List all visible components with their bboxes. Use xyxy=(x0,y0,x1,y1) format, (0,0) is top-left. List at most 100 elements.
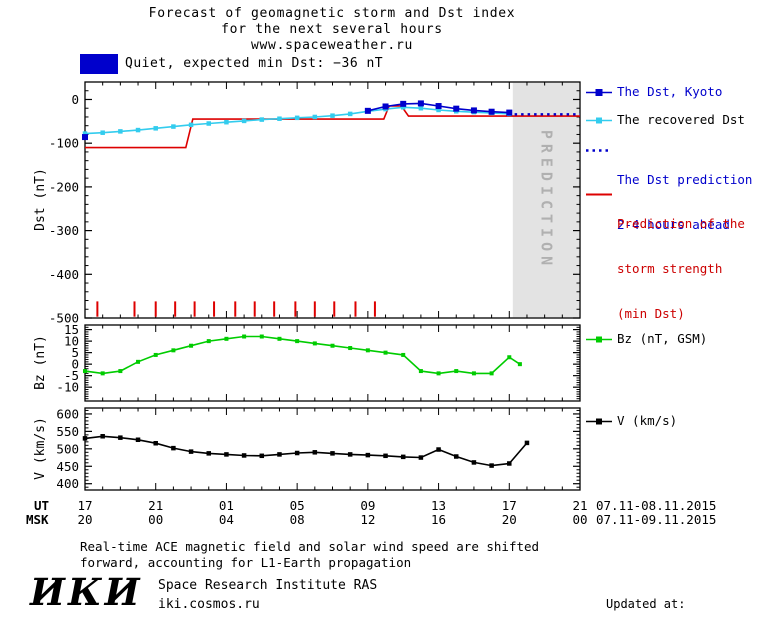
point-v-km-s xyxy=(277,452,282,457)
point-the-recovered-dst xyxy=(347,111,353,117)
x-tick-label: 20 xyxy=(77,512,93,527)
y-tick-label: 0 xyxy=(71,92,79,107)
point-the-recovered-dst xyxy=(418,105,424,111)
y-tick-label: 5 xyxy=(71,345,79,360)
x-tick-label: 21 xyxy=(572,498,588,513)
x-tick-label: 04 xyxy=(218,512,234,527)
point-v-km-s xyxy=(294,450,300,456)
point-bz-nt-gsm xyxy=(206,339,211,344)
legend-dst-kyoto-label: The Dst, Kyoto xyxy=(617,84,723,99)
point-v-km-s xyxy=(507,461,512,466)
point-v-km-s xyxy=(400,454,406,460)
title-website: www.spaceweather.ru xyxy=(250,38,413,53)
point-the-dst-kyoto xyxy=(364,107,371,114)
v-axis-label: V (km/s) xyxy=(32,417,48,480)
x-tick-label: 13 xyxy=(431,498,447,513)
y-tick-label: -400 xyxy=(49,267,79,282)
x-tick-label: 00 xyxy=(572,512,588,527)
y-tick-label: 500 xyxy=(56,441,79,456)
legend-storm-strength: Prediction of the storm strength (min Ds… xyxy=(586,186,745,351)
y-tick-label: -200 xyxy=(49,179,79,194)
point-the-recovered-dst xyxy=(436,107,441,113)
plot-frame xyxy=(84,81,581,319)
point-the-recovered-dst xyxy=(277,116,282,121)
point-v-km-s xyxy=(82,436,88,441)
series-v-km-s xyxy=(84,435,528,467)
legend-bz-label: Bz (nT, GSM) xyxy=(617,331,708,346)
iki-logo: ИКИ xyxy=(30,570,143,614)
point-v-km-s xyxy=(347,452,353,457)
dst-prediction-marker-icon xyxy=(586,149,612,152)
x-tick-label: 17 xyxy=(77,498,93,513)
recovered-dst-marker-icon xyxy=(586,117,612,124)
point-v-km-s xyxy=(524,440,530,446)
y-tick-label: 10 xyxy=(64,334,79,349)
y-tick-label: 15 xyxy=(64,322,79,337)
x-tick-label: 05 xyxy=(289,498,305,513)
point-bz-nt-gsm xyxy=(83,369,87,374)
point-bz-nt-gsm xyxy=(171,348,176,353)
updated-at-block: Updated at: UT 17:04, 08.11.2015 MSK 20:… xyxy=(606,564,758,620)
point-bz-nt-gsm xyxy=(224,336,229,341)
point-the-recovered-dst xyxy=(206,121,211,126)
point-v-km-s xyxy=(206,451,211,456)
point-bz-nt-gsm xyxy=(348,346,353,351)
x-tick-label: 20 xyxy=(501,512,517,527)
storm-status-text: Quiet, expected min Dst: −36 nT xyxy=(125,56,384,71)
msk-date-range: 07.11-09.11.2015 xyxy=(596,512,717,527)
point-bz-nt-gsm xyxy=(383,350,388,355)
series-the-recovered-dst xyxy=(84,106,510,135)
point-the-dst-kyoto xyxy=(488,108,495,115)
footer-note-line2: forward, accounting for L1-Earth propaga… xyxy=(80,555,412,570)
legend-dst-prediction-label: The Dst prediction 2-4 hours ahead xyxy=(617,142,752,262)
y-tick-label: -10 xyxy=(56,380,79,395)
bz-axis-label: Bz (nT) xyxy=(32,335,48,390)
point-v-km-s xyxy=(118,435,123,440)
point-the-recovered-dst xyxy=(171,124,176,129)
point-v-km-s xyxy=(259,453,265,459)
institute-name: Space Research Institute RAS xyxy=(158,578,378,593)
legend-storm-strength-line1: Prediction of the xyxy=(617,216,745,231)
plot-frame xyxy=(84,407,581,491)
y-tick-label: -100 xyxy=(49,136,79,151)
point-bz-nt-gsm xyxy=(471,371,476,376)
point-the-recovered-dst xyxy=(330,113,335,118)
legend-storm-strength-line3: (min Dst) xyxy=(617,306,685,321)
point-v-km-s xyxy=(454,454,459,459)
y-tick-label: 450 xyxy=(56,459,79,474)
ut-date-range: 07.11-08.11.2015 xyxy=(596,498,717,513)
footer-note-line1: Real-time ACE magnetic field and solar w… xyxy=(80,539,540,554)
storm-strength-marker-icon xyxy=(586,193,612,196)
point-the-dst-kyoto-past-point xyxy=(82,134,88,141)
title-line-2: for the next several hours xyxy=(221,22,443,37)
legend-dst-kyoto: The Dst, Kyoto xyxy=(586,84,722,99)
x-tick-label: 08 xyxy=(289,512,305,527)
v-marker-icon xyxy=(586,418,612,425)
point-bz-nt-gsm xyxy=(189,343,194,348)
point-bz-nt-gsm xyxy=(436,371,441,376)
series-bz-nt-gsm xyxy=(84,335,521,375)
point-the-recovered-dst xyxy=(100,130,105,135)
point-the-recovered-dst xyxy=(400,105,406,110)
point-the-dst-kyoto xyxy=(470,107,477,114)
point-v-km-s xyxy=(489,463,494,468)
point-the-dst-kyoto xyxy=(400,100,407,107)
point-bz-nt-gsm xyxy=(153,352,158,357)
plot-frame xyxy=(84,324,581,402)
legend-storm-strength-label: Prediction of the storm strength (min Ds… xyxy=(617,186,745,351)
legend-dst-prediction-line1: The Dst prediction xyxy=(617,172,753,187)
legend-v: V (km/s) xyxy=(586,413,677,428)
point-bz-nt-gsm xyxy=(118,369,123,374)
point-the-recovered-dst xyxy=(241,118,247,124)
y-tick-label: -300 xyxy=(49,223,79,238)
point-the-dst-kyoto xyxy=(453,105,460,112)
point-bz-nt-gsm xyxy=(242,334,247,339)
y-tick-label: 400 xyxy=(56,476,79,491)
chart-panel: PREDICTION 0 -100 -200 -300 -400 -500 xyxy=(49,81,581,326)
page-title: Forecast of geomagnetic storm and Dst in… xyxy=(0,6,664,54)
point-the-recovered-dst xyxy=(135,127,141,133)
point-v-km-s xyxy=(171,445,176,451)
legend-bz: Bz (nT, GSM) xyxy=(586,331,707,346)
point-v-km-s xyxy=(241,453,247,458)
